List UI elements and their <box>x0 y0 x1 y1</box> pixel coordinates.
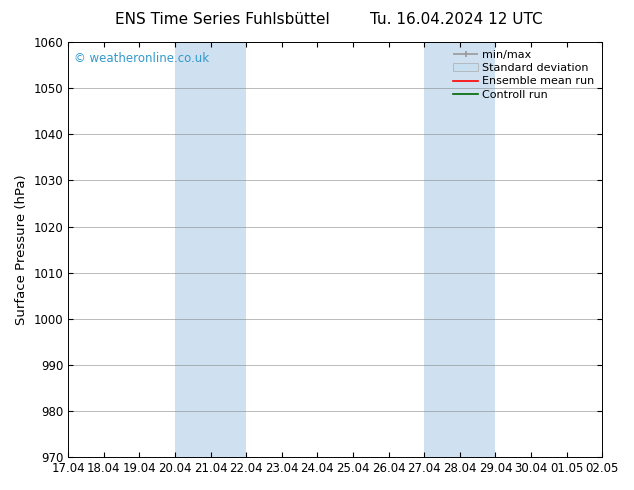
Text: ENS Time Series Fuhlsbüttel: ENS Time Series Fuhlsbüttel <box>115 12 329 27</box>
Text: © weatheronline.co.uk: © weatheronline.co.uk <box>74 52 209 66</box>
Y-axis label: Surface Pressure (hPa): Surface Pressure (hPa) <box>15 174 28 325</box>
Legend: min/max, Standard deviation, Ensemble mean run, Controll run: min/max, Standard deviation, Ensemble me… <box>451 48 597 102</box>
Text: Tu. 16.04.2024 12 UTC: Tu. 16.04.2024 12 UTC <box>370 12 543 27</box>
Bar <box>175 42 246 457</box>
Bar <box>424 42 496 457</box>
